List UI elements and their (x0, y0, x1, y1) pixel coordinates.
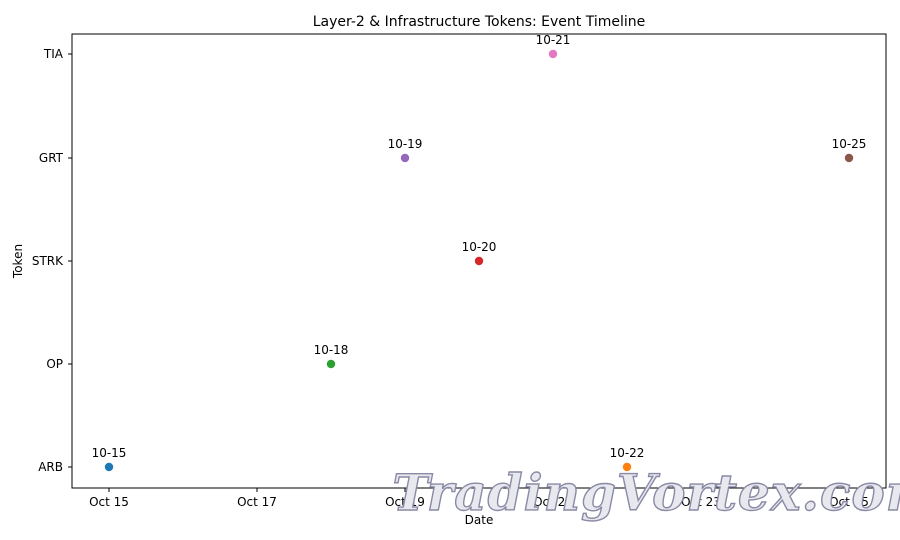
y-tick-label: STRK (32, 254, 64, 268)
y-tick-label: ARB (38, 460, 63, 474)
data-points (104, 49, 854, 472)
chart-title: Layer-2 & Infrastructure Tokens: Event T… (313, 14, 646, 30)
data-point-strk-10-20 (474, 256, 484, 266)
data-label: 10-18 (314, 343, 349, 357)
data-point-grt-10-19 (400, 153, 410, 163)
y-tick-label: OP (46, 357, 63, 371)
x-tick-label: Oct 19 (385, 495, 425, 509)
y-axis: ARB OP STRK GRT TIA (32, 47, 72, 474)
watermark-logo: TradingVortex.com (392, 463, 900, 522)
x-tick-label: Oct 17 (237, 495, 277, 509)
data-label: 10-20 (462, 240, 497, 254)
y-axis-title: Token (11, 244, 25, 279)
data-label: 10-22 (610, 446, 645, 460)
x-tick-label: Oct 25 (829, 495, 869, 509)
data-label: 10-19 (388, 137, 423, 151)
data-label: 10-21 (536, 33, 571, 47)
data-point-arb-10-22 (622, 462, 632, 472)
data-label: 10-15 (92, 446, 127, 460)
x-tick-label: Oct 15 (89, 495, 129, 509)
x-tick-label: Oct 21 (533, 495, 573, 509)
data-point-grt-10-25 (844, 153, 854, 163)
x-axis-title: Date (465, 513, 494, 527)
data-point-arb-10-15 (104, 462, 114, 472)
data-label: 10-25 (832, 137, 867, 151)
data-point-tia-10-21 (548, 49, 558, 59)
data-labels: 10-15 10-22 10-18 10-20 10-19 10-25 10-21 (92, 33, 867, 460)
x-axis: Oct 15 Oct 17 Oct 19 Oct 21 Oct 23 Oct 25 (89, 488, 869, 509)
y-tick-label: GRT (39, 151, 64, 165)
y-tick-label: TIA (43, 47, 64, 61)
data-point-op-10-18 (326, 359, 336, 369)
x-tick-label: Oct 23 (681, 495, 721, 509)
